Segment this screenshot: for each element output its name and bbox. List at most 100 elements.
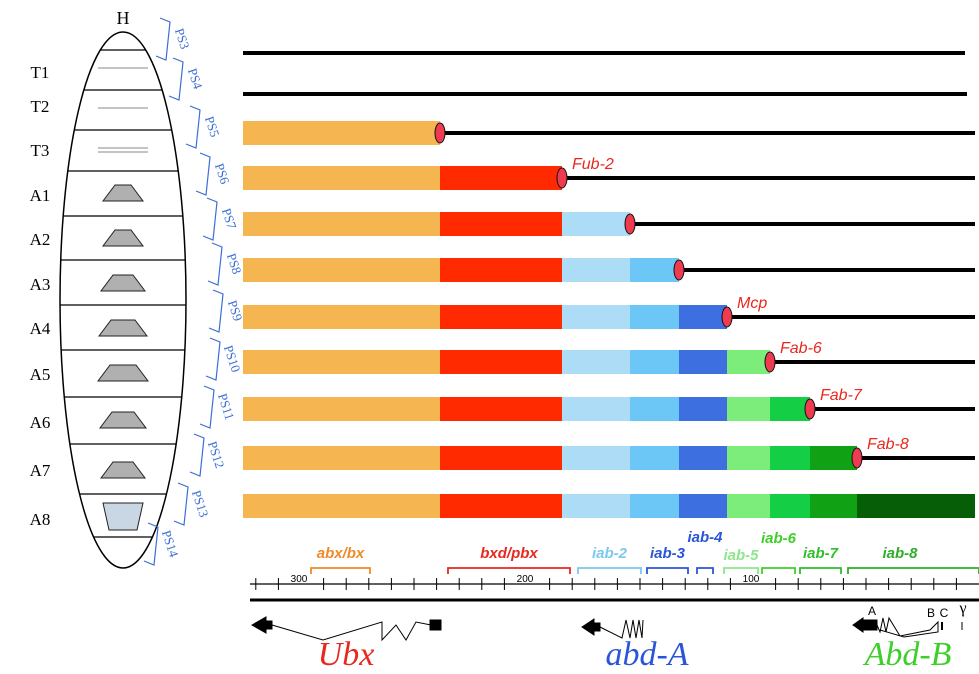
domain-bar — [243, 494, 440, 518]
parasegment-bracket — [203, 198, 217, 240]
domain-label: abx/bx — [317, 545, 365, 562]
parasegment-bracket — [156, 18, 170, 60]
domain-bar — [243, 121, 440, 145]
domain-bar — [440, 494, 562, 518]
domain-bar — [810, 494, 857, 518]
segment-label: A4 — [30, 319, 51, 338]
boundary-marker — [805, 399, 815, 419]
domain-bar — [562, 494, 630, 518]
parasegment-bracket — [196, 153, 210, 195]
domain-bar — [630, 397, 679, 421]
domain-label: iab-6 — [761, 530, 797, 547]
parasegment-label: PS14 — [159, 528, 182, 559]
parasegment-bracket — [206, 338, 220, 380]
domain-bar — [679, 350, 727, 374]
boundary-label: Fab-6 — [780, 340, 822, 357]
domain-bar — [440, 397, 562, 421]
domain-bracket — [800, 568, 841, 574]
domain-bar — [679, 494, 727, 518]
segment-label: A5 — [30, 365, 51, 384]
denticle-belt — [98, 365, 148, 381]
domain-label: iab-3 — [650, 545, 686, 562]
parasegment-bracket — [174, 483, 188, 525]
denticle-belt — [103, 503, 143, 530]
domain-bracket — [848, 568, 979, 574]
domain-bracket — [311, 568, 370, 574]
domain-label: iab-8 — [882, 545, 918, 562]
boundary-marker — [765, 352, 775, 372]
domain-bar — [243, 350, 440, 374]
head-label: H — [117, 8, 130, 28]
parasegment-label: PS3 — [172, 26, 193, 51]
denticle-belt — [103, 230, 143, 246]
parasegment-bracket — [190, 434, 204, 476]
promoter-label: γ — [958, 600, 966, 617]
domain-bar — [770, 397, 810, 421]
domain-bar — [770, 494, 810, 518]
domain-bar — [679, 397, 727, 421]
parasegment-bracket — [186, 106, 200, 148]
domain-bar — [630, 494, 679, 518]
segment-label: A2 — [30, 230, 51, 249]
parasegment-label: PS11 — [215, 391, 238, 421]
domain-bar — [679, 446, 727, 470]
domain-bar — [630, 446, 679, 470]
domain-bar — [440, 212, 562, 236]
domain-bar — [440, 166, 562, 190]
domain-bracket — [448, 568, 570, 574]
segment-label: T3 — [31, 141, 50, 160]
boundary-label: Fab-7 — [820, 387, 863, 404]
parasegment-label: PS10 — [221, 343, 244, 374]
parasegment-label: PS12 — [205, 439, 228, 470]
abd-b-gene — [853, 618, 962, 637]
domain-bar — [770, 446, 810, 470]
domain-bar — [440, 446, 562, 470]
parasegment-label: PS4 — [185, 66, 206, 91]
domain-bar — [440, 258, 562, 282]
parasegment-label: PS8 — [224, 251, 245, 276]
boundary-marker — [435, 123, 445, 143]
boundary-label: Mcp — [737, 295, 767, 312]
embryo-outline — [60, 32, 186, 568]
gene-name: Abd-B — [863, 636, 952, 673]
gene-name: abd-A — [605, 636, 688, 673]
denticle-belt — [101, 275, 145, 291]
segment-label: A8 — [30, 510, 51, 529]
parasegment-label: PS13 — [189, 488, 212, 519]
parasegment-label: PS6 — [212, 161, 233, 186]
segment-label: A7 — [30, 461, 51, 480]
parasegment-label: PS7 — [219, 206, 240, 231]
domain-bar — [243, 305, 440, 329]
denticle-belt — [100, 412, 146, 428]
parasegment-bracket — [209, 290, 223, 332]
parasegment-bracket — [208, 243, 222, 285]
boundary-marker — [674, 260, 684, 280]
domain-bar — [562, 397, 630, 421]
parasegment-bracket — [169, 58, 183, 100]
boundary-label: Fab-8 — [867, 436, 909, 453]
promoter-label: B — [927, 606, 935, 620]
domain-bar — [243, 166, 440, 190]
domain-bar — [243, 212, 440, 236]
domain-bar — [562, 212, 630, 236]
domain-bar — [243, 258, 440, 282]
domain-bracket — [647, 568, 688, 574]
boundary-marker — [722, 307, 732, 327]
scale-label: 100 — [743, 574, 760, 585]
scale-label: 300 — [291, 574, 308, 585]
boundary-marker — [625, 214, 635, 234]
domain-bar — [727, 494, 770, 518]
domain-bar — [630, 305, 679, 329]
parasegment-label: PS9 — [225, 298, 246, 323]
domain-bar — [243, 446, 440, 470]
domain-label: iab-4 — [687, 529, 723, 546]
domain-bar — [243, 397, 440, 421]
domain-label: iab-7 — [803, 545, 839, 562]
domain-bar — [562, 305, 630, 329]
segment-label: A6 — [30, 413, 51, 432]
domain-bar — [562, 258, 630, 282]
domain-bar — [679, 305, 727, 329]
domain-bar — [727, 446, 770, 470]
diagram: H A B C γ Ubx abd-A Abd-B T1T2T3A1A2A3A4… — [0, 0, 979, 674]
parasegment-label: PS5 — [202, 114, 223, 139]
